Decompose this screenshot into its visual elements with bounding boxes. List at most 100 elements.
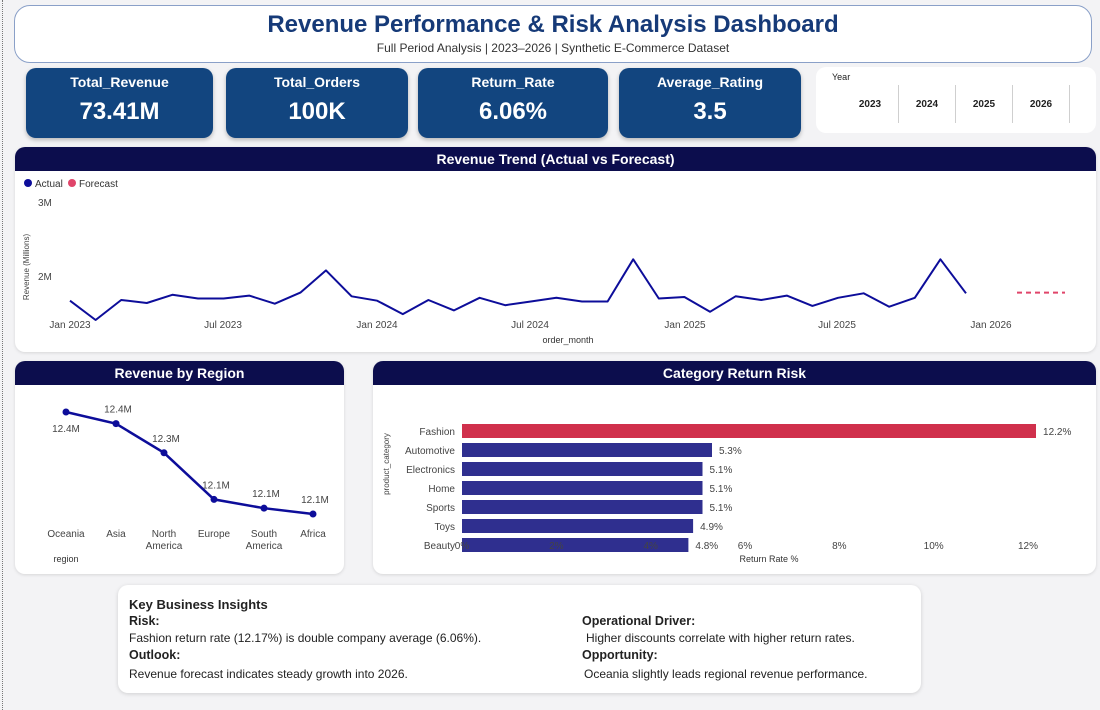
driver-text: Higher discounts correlate with higher r… [586,631,855,645]
region-data-label: 12.1M [252,489,280,500]
kpi-value: 3.5 [693,98,727,125]
x-tick-label: 12% [1018,541,1038,552]
risk-text: Fashion return rate (12.17%) is double c… [129,631,482,645]
region-data-label: 12.1M [301,495,329,506]
category-tick-label: Toys [434,522,455,533]
x-tick-label: 4% [643,541,658,552]
legend-actual-marker [24,179,32,187]
x-tick-label: 8% [832,541,847,552]
y-axis-label: Revenue (Millions) [22,234,31,301]
category-data-label: 5.1% [710,465,733,476]
x-tick-label: Jul 2025 [818,320,856,331]
category-tick-label: Beauty [424,541,455,552]
category-bar [462,481,703,495]
x-tick-label: 6% [738,541,753,552]
x-tick-label: 10% [924,541,944,552]
category-bar [462,462,703,476]
driver-label: Operational Driver: [582,614,696,628]
region-data-label: 12.4M [104,405,132,416]
x-tick-label: Jan 2024 [356,320,398,331]
category-data-label: 12.2% [1043,427,1071,438]
x-axis-label: Return Rate % [739,554,798,564]
insights-title: Key Business Insights [129,597,268,612]
category-data-label: 5.1% [710,484,733,495]
kpi-value: 6.06% [478,98,548,125]
x-tick-label: 0% [455,541,470,552]
revenue-trend-chart: Actual Forecast 3M 2M Revenue (Millions)… [22,179,1065,345]
category-return-risk-panel: Category Return Risk product_category Fa… [373,361,1096,574]
category-bar [462,519,694,533]
legend-actual-label[interactable]: Actual [35,179,63,190]
x-tick-label: Jul 2024 [511,320,549,331]
revenue-by-region-chart: 12.4MOceania12.4MAsia12.3MNorthAmerica12… [47,405,329,564]
region-revenue-line [65,410,314,516]
x-tick-label: Jan 2026 [970,320,1012,331]
page-edge [2,0,3,710]
region-point [62,408,70,416]
region-point [160,449,168,457]
category-bar [462,500,703,514]
risk-label: Risk: [129,614,160,628]
x-tick-label: Jul 2023 [204,320,242,331]
year-option-2025[interactable]: 2025 [956,85,1013,123]
region-data-label: 12.1M [202,480,230,491]
x-tick-label: 2% [549,541,564,552]
region-tick-label: North [152,529,176,540]
kpi-card-return-rate[interactable]: Return_Rate 6.06% [418,68,608,138]
year-option-2024[interactable]: 2024 [899,85,956,123]
category-data-label: 5.1% [710,503,733,514]
kpi-label: Return_Rate [471,74,555,90]
legend-forecast-label[interactable]: Forecast [79,179,118,190]
region-tick-label: Asia [106,529,126,540]
kpi-value: 100K [288,98,346,125]
region-data-label: 12.3M [152,434,180,445]
region-tick-label: America [146,541,183,552]
legend-forecast-marker [68,179,76,187]
category-tick-label: Fashion [419,427,455,438]
x-tick-label: Jan 2025 [664,320,706,331]
x-tick-label: Jan 2023 [49,320,91,331]
category-tick-label: Home [428,484,455,495]
dashboard-header: Revenue Performance & Risk Analysis Dash… [14,5,1092,63]
year-option-2023[interactable]: 2023 [842,85,899,123]
kpi-label: Average_Rating [656,74,764,90]
y-tick-label: 3M [38,198,52,209]
outlook-label: Outlook: [129,648,181,662]
actual-revenue-line [69,258,967,321]
page-title: Revenue Performance & Risk Analysis Dash… [267,11,839,38]
region-point [210,495,218,503]
opportunity-label: Opportunity: [582,648,658,662]
category-bar [462,538,689,552]
region-point [309,510,317,518]
category-return-risk-title: Category Return Risk [373,361,1096,385]
kpi-card-average-rating[interactable]: Average_Rating 3.5 [619,68,801,138]
category-tick-label: Electronics [406,465,455,476]
region-tick-label: Oceania [47,529,85,540]
region-point [112,420,120,428]
category-data-label: 4.8% [695,541,718,552]
category-return-risk-chart: product_category Fashion 12.2% Automotive 5… [382,424,1071,564]
region-tick-label: Europe [198,529,231,540]
page-subtitle: Full Period Analysis | 2023–2026 | Synth… [376,41,730,55]
revenue-by-region-panel: Revenue by Region 12.4M Oceania 12.4M Asia 1… [15,361,344,574]
x-axis-label: region [53,554,78,564]
y-tick-label: 2M [38,272,52,283]
y-axis-label: product_category [382,433,391,495]
outlook-text: Revenue forecast indicates steady growth… [129,667,408,681]
year-option-2026[interactable]: 2026 [1013,85,1070,123]
category-data-label: 5.3% [719,446,742,457]
key-insights-card: Key Business Insights Risk: Fashion retu… [118,585,921,693]
region-tick-label: America [246,541,283,552]
kpi-card-total-revenue[interactable]: Total_Revenue 73.41M [26,68,213,138]
region-tick-label: South [251,529,277,540]
x-axis-label: order_month [542,335,593,345]
kpi-card-total-orders[interactable]: Total_Orders 100K [226,68,408,138]
opportunity-text: Oceania slightly leads regional revenue … [584,667,868,681]
year-slicer-label: Year [832,72,851,82]
region-tick-label: Africa [300,529,326,540]
region-point [260,504,268,512]
category-data-label: 4.9% [700,522,723,533]
year-slicer: Year 2023 2024 2025 2026 [816,67,1096,133]
category-tick-label: Sports [426,503,455,514]
category-tick-label: Automotive [405,446,455,457]
